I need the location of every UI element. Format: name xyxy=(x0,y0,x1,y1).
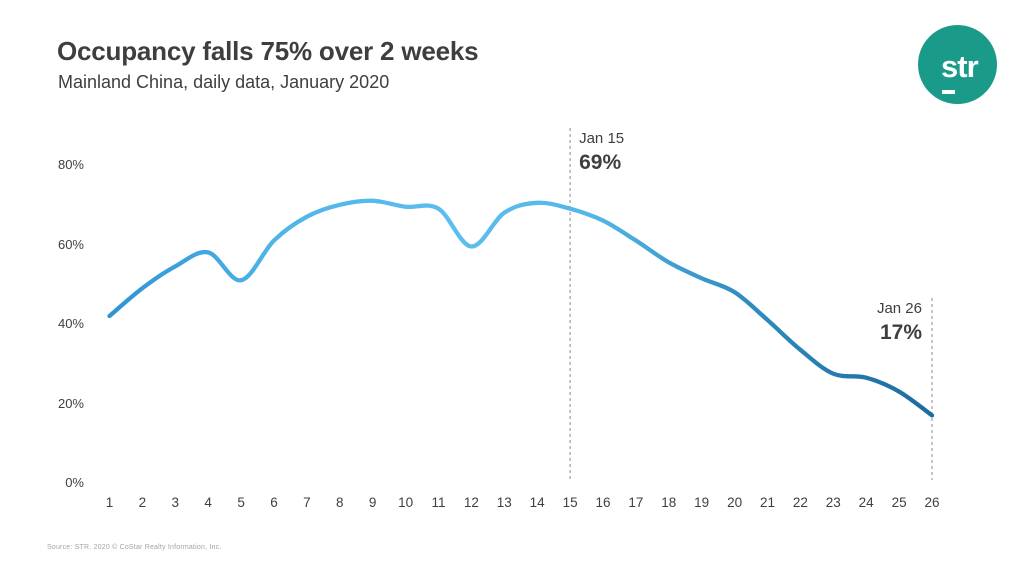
str-logo-text: str xyxy=(941,49,979,84)
x-tick-label-25: 25 xyxy=(891,495,907,510)
y-tick-label-60pct: 60% xyxy=(57,236,84,252)
y-tick-label-80pct: 80% xyxy=(57,157,84,172)
x-tick-label-22: 22 xyxy=(792,495,808,510)
y-tick-label-20pct: 20% xyxy=(57,395,84,411)
x-tick-label-12: 12 xyxy=(463,495,479,510)
x-tick-label-10: 10 xyxy=(398,495,414,510)
x-tick-label-18: 18 xyxy=(661,495,677,510)
x-tick-label-11: 11 xyxy=(431,495,446,510)
x-tick-label-17: 17 xyxy=(628,495,644,510)
x-tick-label-6: 6 xyxy=(270,495,278,510)
y-tick-label-0pct: 0% xyxy=(65,475,84,490)
annotation-jan-15: Jan 15 69% xyxy=(579,128,624,176)
x-tick-label-5: 5 xyxy=(237,495,245,510)
x-tick-label-1: 1 xyxy=(105,495,114,510)
annotation-date-label: Jan 15 xyxy=(579,130,625,147)
x-tick-label-2: 2 xyxy=(138,495,147,510)
x-tick-label-20: 20 xyxy=(727,495,743,510)
x-tick-label-19: 19 xyxy=(694,495,710,510)
page-subtitle: Mainland China, daily data, January 2020 xyxy=(58,72,390,92)
x-tick-label-15: 15 xyxy=(562,495,578,510)
x-tick-label-26: 26 xyxy=(924,495,940,510)
x-tick-label-21: 21 xyxy=(759,495,776,510)
x-tick-label-13: 13 xyxy=(496,495,512,510)
annotation-value-label: 69% xyxy=(579,151,622,174)
str-logo: str xyxy=(918,25,997,104)
occupancy-line xyxy=(107,198,935,418)
x-tick-label-3: 3 xyxy=(171,495,180,510)
x-tick-label-4: 4 xyxy=(204,495,212,510)
x-tick-label-9: 9 xyxy=(368,495,377,510)
annotation-date-label: Jan 26 xyxy=(876,300,922,317)
x-tick-label-16: 16 xyxy=(595,495,611,510)
str-logo-underline xyxy=(942,90,955,94)
x-tick-label-8: 8 xyxy=(336,495,344,510)
annotation-value-label: 17% xyxy=(879,321,922,344)
source-attribution: Source: STR. 2020 © CoStar Realty Inform… xyxy=(47,544,222,551)
annotation-jan-26: Jan 26 17% xyxy=(877,298,922,346)
x-tick-label-7: 7 xyxy=(303,495,311,510)
y-tick-label-40pct: 40% xyxy=(57,316,84,331)
x-tick-label-24: 24 xyxy=(858,495,874,510)
page-title: Occupancy falls 75% over 2 weeks xyxy=(57,36,479,66)
x-tick-label-23: 23 xyxy=(825,495,841,510)
x-tick-label-14: 14 xyxy=(529,495,545,510)
